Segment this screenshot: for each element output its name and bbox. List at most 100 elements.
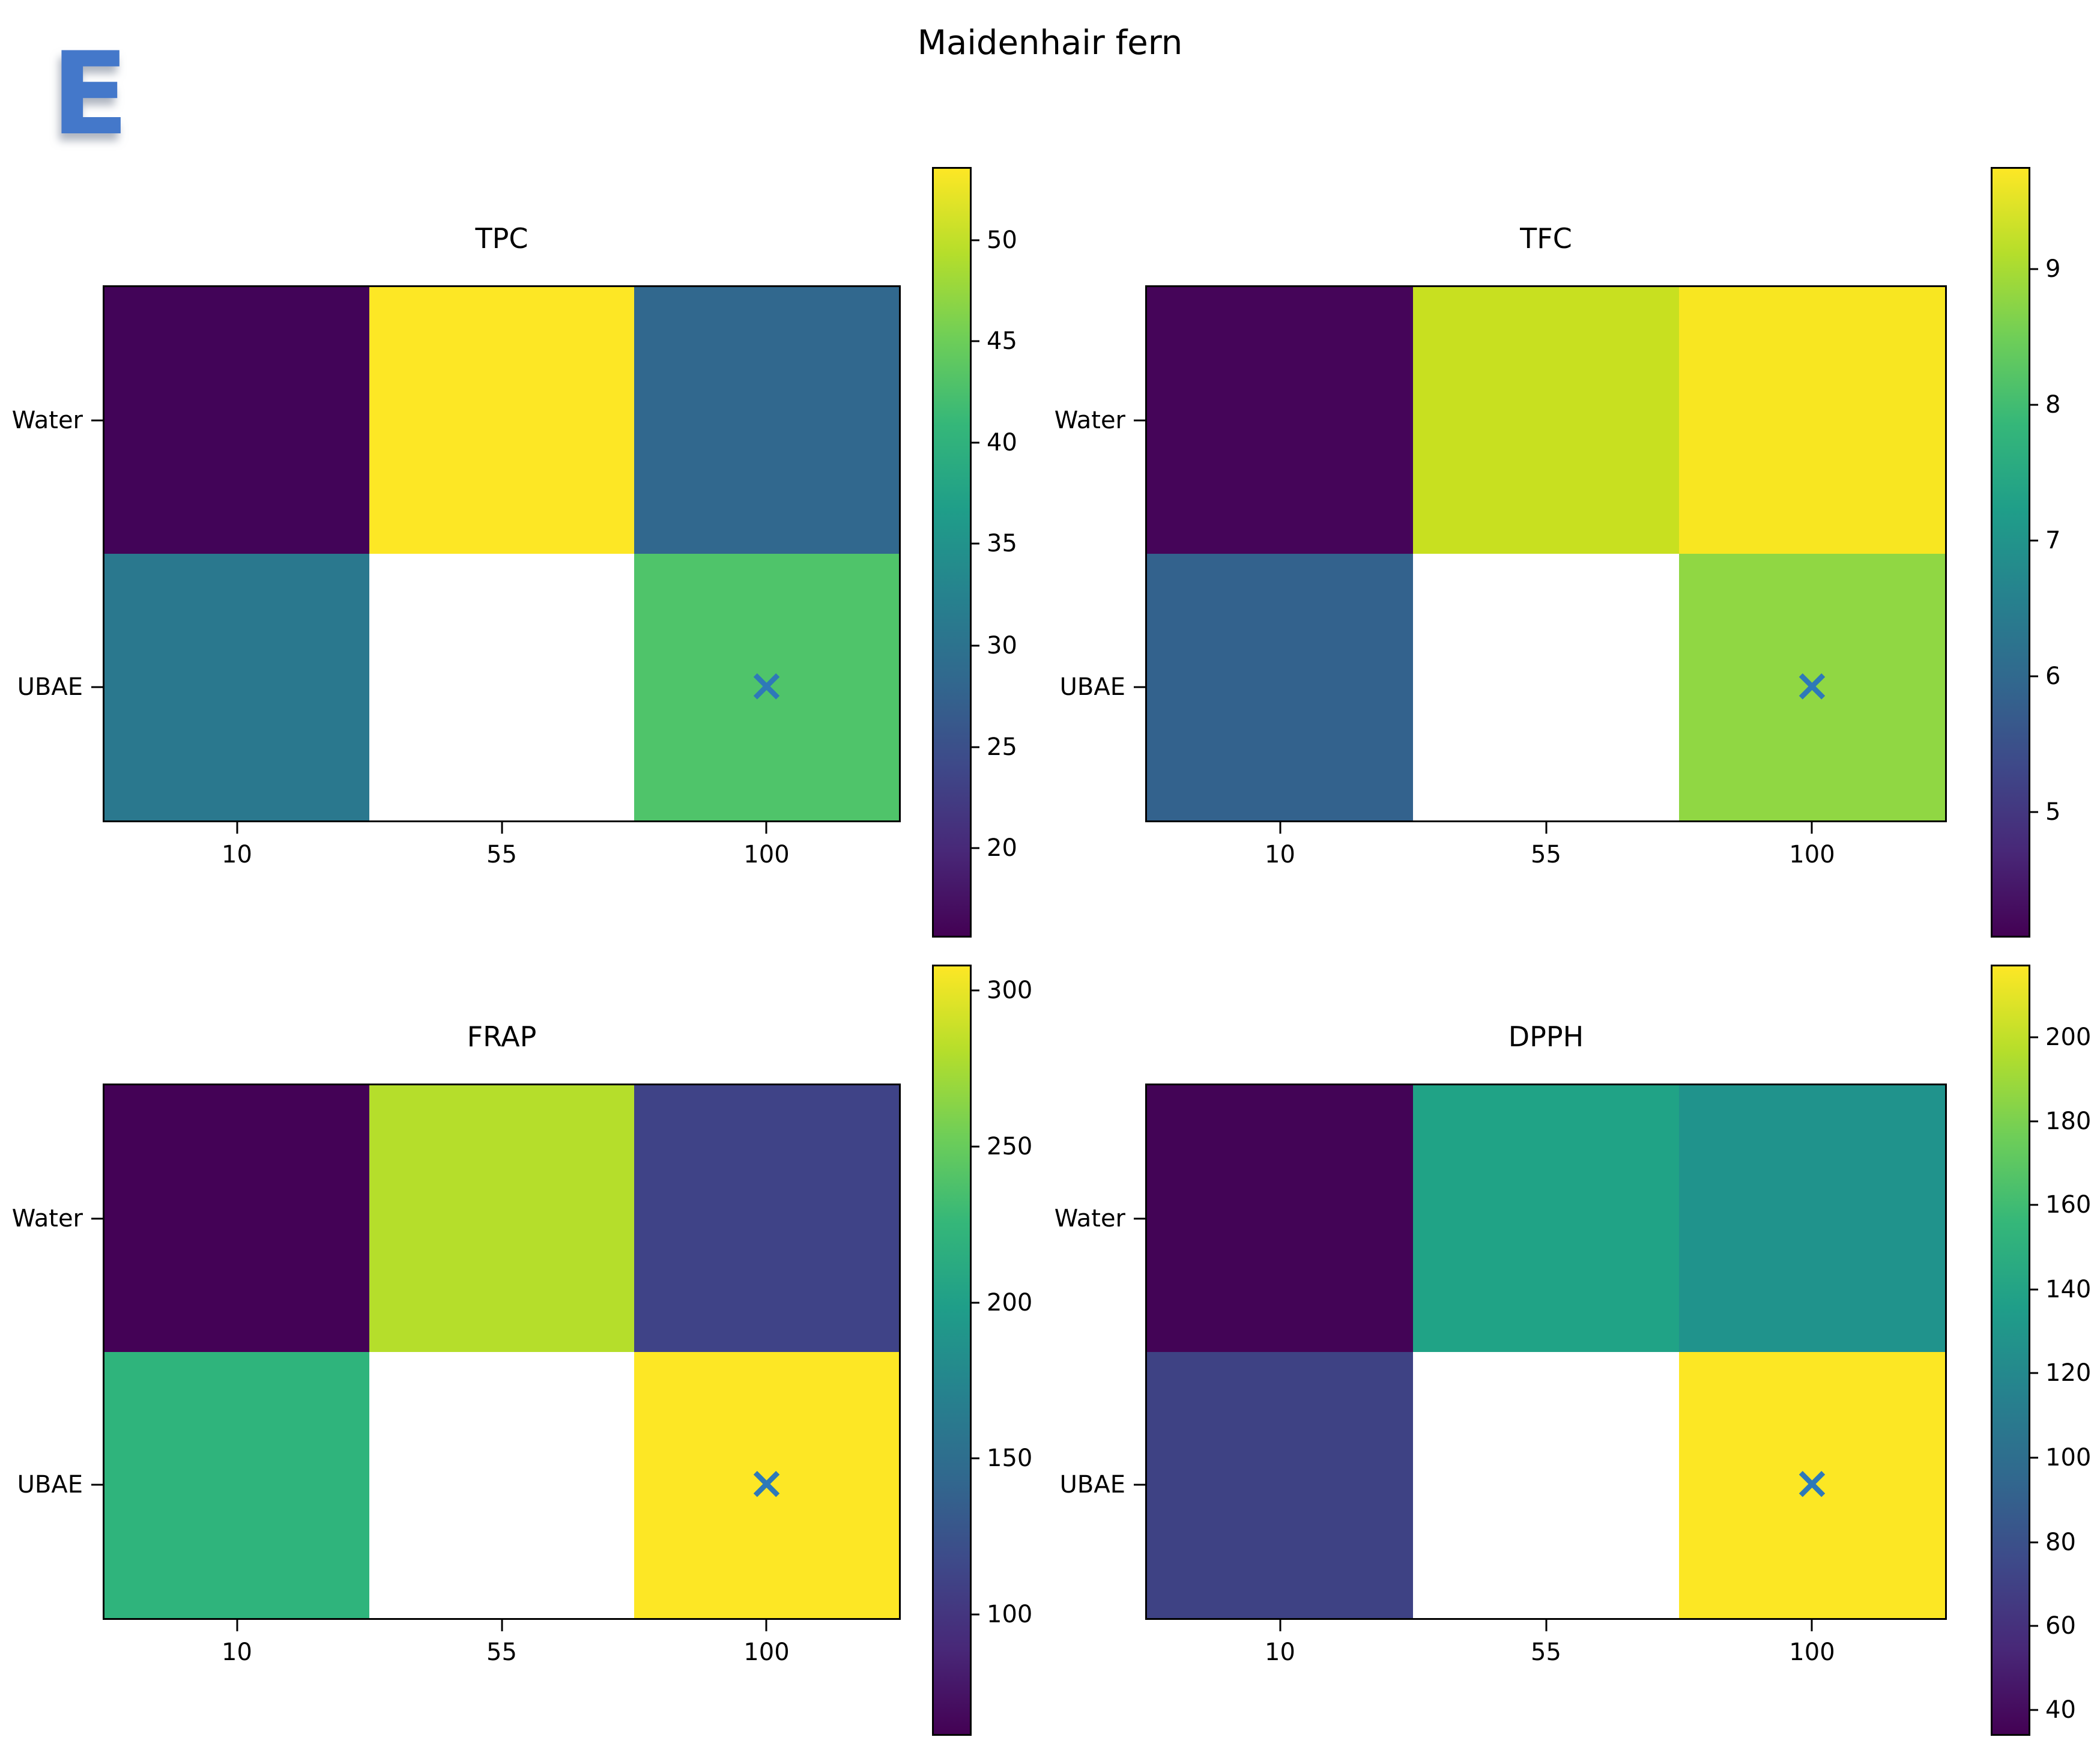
colorbar-tick-label: 25 — [987, 733, 1017, 761]
x-axis-tick — [765, 820, 767, 834]
y-axis-tick-label: Water — [1054, 407, 1125, 434]
y-axis-tick — [91, 419, 104, 422]
heatmap-cell — [634, 554, 899, 820]
colorbar-tick — [2029, 1709, 2038, 1711]
colorbar-tick — [970, 1145, 979, 1148]
panel-letter-label: E — [51, 28, 129, 160]
heatmap-cell — [369, 287, 634, 554]
heatmap-cell — [1679, 554, 1945, 820]
colorbar-tick-label: 35 — [987, 530, 1017, 558]
y-axis-tick-label: Water — [11, 407, 83, 434]
colorbar-tick-label: 250 — [987, 1133, 1033, 1161]
colorbar-tick-label: 100 — [987, 1600, 1033, 1628]
colorbar-tick-label: 40 — [2045, 1696, 2076, 1724]
colorbar-tick — [970, 239, 979, 241]
colorbar-tick — [2029, 1204, 2038, 1206]
x-axis-tick-label: 55 — [1531, 841, 1561, 868]
figure-title: Maidenhair fern — [917, 23, 1183, 62]
heatmap-cells-tpc — [104, 287, 899, 820]
heatmap-cell — [104, 1351, 369, 1618]
heatmap-cell — [1147, 554, 1413, 820]
colorbar-tick — [970, 644, 979, 647]
heatmap-cell — [369, 1085, 634, 1352]
heatmap-cell — [634, 1351, 899, 1618]
x-axis-tick-label: 10 — [222, 1638, 252, 1666]
heatmap-cell — [104, 554, 369, 820]
x-marker: × — [1793, 659, 1831, 712]
y-axis-tick — [91, 686, 104, 688]
colorbar-tick-label: 160 — [2045, 1191, 2092, 1219]
x-axis-tick — [501, 820, 503, 834]
y-axis-tick — [91, 1217, 104, 1220]
colorbar-tick — [2029, 675, 2038, 678]
x-axis-tick-label: 100 — [1789, 1638, 1835, 1666]
y-axis-tick-label: Water — [11, 1204, 83, 1232]
colorbar-tick — [970, 1302, 979, 1304]
heatmap-cell — [634, 287, 899, 554]
colorbar-tick — [2029, 539, 2038, 542]
x-marker: × — [1793, 1457, 1831, 1509]
y-axis-tick — [91, 1484, 104, 1486]
colorbar-tick-label: 5 — [2045, 798, 2061, 826]
colorbar-tick — [970, 1457, 979, 1460]
heatmap-cells-tfc — [1147, 287, 1945, 820]
heatmap-cell-missing — [1413, 554, 1679, 820]
colorbar-tick-label: 140 — [2045, 1276, 2092, 1304]
panel-title-tfc: TFC — [1520, 222, 1572, 255]
colorbar-tick — [970, 847, 979, 849]
heatmap-panel-tpc: TPC × 10 55 100 Water UBAE — [12, 222, 901, 868]
heatmap-cell — [1679, 1351, 1945, 1618]
x-axis-tick — [1545, 1618, 1547, 1631]
colorbar-tick — [2029, 404, 2038, 406]
colorbar-tick-label: 100 — [2045, 1443, 2092, 1472]
colorbar-tick-label: 50 — [987, 226, 1017, 254]
colorbar-tick-label: 200 — [2045, 1023, 2092, 1051]
colorbar-tick — [970, 1613, 979, 1616]
viridis-gradient — [1993, 966, 2029, 1734]
colorbar-tick-label: 45 — [987, 327, 1017, 356]
colorbar-tick — [970, 542, 979, 545]
colorbar-tfc: 9 8 7 6 5 — [1991, 167, 2060, 938]
x-axis-tick — [1279, 820, 1281, 834]
colorbar-tick — [2029, 1120, 2038, 1123]
heatmap-cell — [1413, 287, 1679, 554]
colorbar-tick-label: 180 — [2045, 1108, 2092, 1136]
panel-title-frap: FRAP — [467, 1020, 537, 1053]
panel-title-tpc: TPC — [475, 222, 528, 255]
x-axis-tick-label: 10 — [1265, 1638, 1295, 1666]
colorbar-tick-label: 9 — [2045, 255, 2061, 283]
colorbar-tick — [2029, 1036, 2038, 1038]
y-axis-tick-label: Water — [1054, 1204, 1125, 1232]
heatmap-panel-frap: FRAP × 10 55 100 Water UBAE — [12, 1020, 901, 1666]
colorbar-tick — [970, 441, 979, 444]
x-axis-tick — [1811, 820, 1813, 834]
x-axis-tick-label: 55 — [486, 1638, 517, 1666]
x-axis-tick-label: 10 — [222, 841, 252, 868]
heatmap-cell-missing — [369, 554, 634, 820]
colorbar-tick-label: 8 — [2045, 391, 2061, 419]
x-axis-tick-label: 55 — [486, 841, 517, 868]
heatmap-cells-frap — [104, 1085, 899, 1618]
viridis-gradient — [934, 966, 970, 1734]
colorbar-tick-label: 60 — [2045, 1611, 2076, 1640]
colorbar-tick-label: 150 — [987, 1444, 1033, 1473]
colorbar-tick — [2029, 1625, 2038, 1627]
y-axis-tick-label: UBAE — [1059, 1471, 1125, 1499]
x-axis-tick-label: 10 — [1265, 841, 1295, 868]
x-axis-tick — [1545, 820, 1547, 834]
y-axis-tick-label: UBAE — [17, 1471, 83, 1499]
colorbar-tick — [970, 989, 979, 992]
x-axis-tick — [236, 820, 238, 834]
heatmap-panel-tfc: TFC × 10 55 100 Water UBAE — [1055, 222, 1947, 868]
x-axis-tick — [236, 1618, 238, 1631]
colorbar-tick — [2029, 1372, 2038, 1374]
y-axis-tick-label: UBAE — [17, 673, 83, 701]
x-axis-tick — [501, 1618, 503, 1631]
colorbar-tick-label: 7 — [2045, 527, 2061, 555]
y-axis-tick — [1134, 1484, 1147, 1486]
colorbar-tick — [970, 746, 979, 748]
colorbar-tick-label: 40 — [987, 428, 1017, 456]
viridis-gradient — [1993, 169, 2029, 936]
heatmap-cell — [1679, 287, 1945, 554]
